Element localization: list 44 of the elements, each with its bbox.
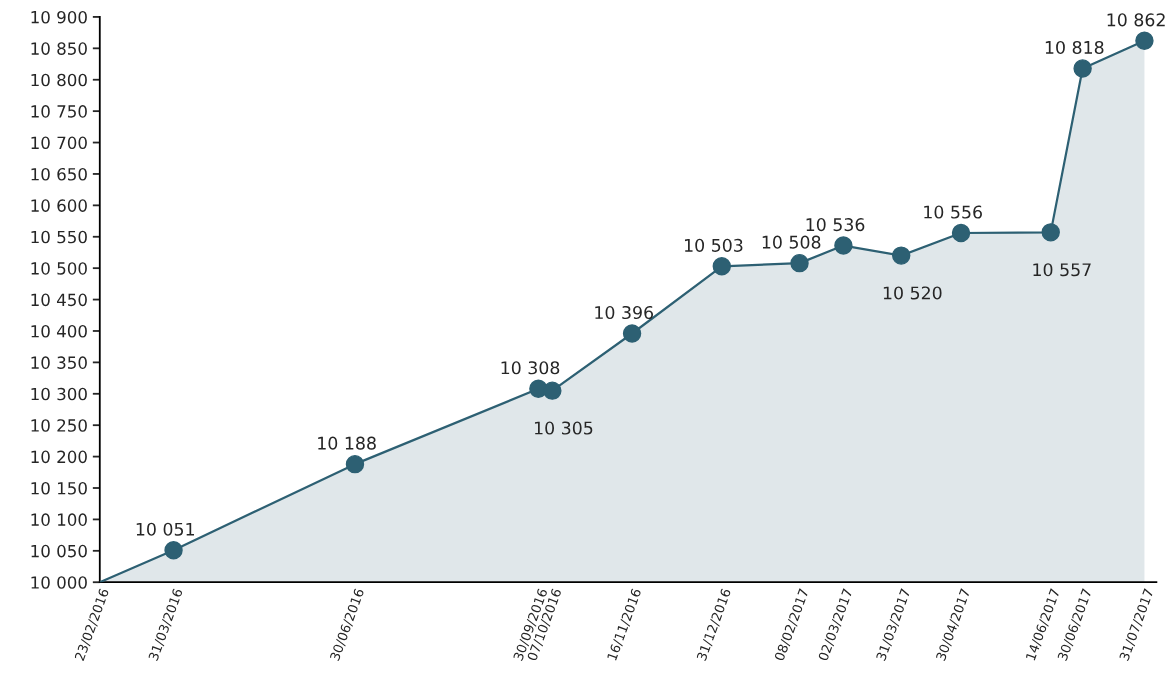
data-label: 10 396 bbox=[595, 305, 654, 320]
point bbox=[1041, 223, 1060, 242]
point bbox=[622, 324, 642, 343]
point bbox=[892, 246, 911, 265]
point bbox=[1135, 31, 1154, 50]
data-label: 10 308 bbox=[501, 361, 560, 375]
point bbox=[834, 236, 853, 255]
point bbox=[543, 381, 562, 400]
data-label: 10 503 bbox=[684, 238, 743, 252]
data-label: 10 556 bbox=[924, 205, 982, 219]
data-label: 10 508 bbox=[762, 235, 821, 249]
y-tick-label: 10 300 bbox=[31, 387, 87, 401]
y-tick-label: 10 750 bbox=[31, 105, 87, 118]
y-tick-label: 10 800 bbox=[31, 73, 87, 87]
y-tick-label: 10 200 bbox=[31, 450, 87, 464]
point bbox=[164, 540, 183, 560]
y-tick-label: 10 500 bbox=[31, 262, 87, 275]
data-label: 10 051 bbox=[136, 522, 194, 536]
y-tick-label: 10 700 bbox=[31, 136, 87, 150]
data-label: 10 818 bbox=[1045, 40, 1104, 55]
y-tick-label: 10 650 bbox=[31, 167, 87, 181]
point bbox=[790, 253, 809, 273]
y-tick-label: 10 450 bbox=[31, 293, 87, 307]
y-tick-label: 10 100 bbox=[31, 513, 87, 526]
point bbox=[1073, 59, 1092, 78]
y-tick-label: 10 150 bbox=[31, 481, 87, 495]
y-tick-label: 10 850 bbox=[31, 42, 87, 55]
y-tick-label: 10 050 bbox=[31, 544, 87, 558]
data-label: 10 188 bbox=[318, 436, 376, 450]
y-tick-label: 10 350 bbox=[31, 356, 87, 369]
data-label: 10 305 bbox=[534, 421, 593, 435]
y-tick-label: 10 600 bbox=[31, 199, 87, 212]
y-tick-label: 10 250 bbox=[31, 419, 87, 432]
data-label: 10 536 bbox=[806, 218, 865, 232]
y-tick-label: 10 900 bbox=[31, 10, 87, 24]
y-tick-label: 10 550 bbox=[31, 230, 87, 244]
point bbox=[951, 223, 971, 243]
data-label: 10 557 bbox=[1033, 263, 1091, 277]
y-tick-label: 10 000 bbox=[31, 576, 87, 589]
data-label: 10 862 bbox=[1107, 13, 1165, 27]
point bbox=[345, 454, 365, 474]
point bbox=[712, 257, 731, 276]
data-label: 10 520 bbox=[883, 286, 942, 300]
y-tick-label: 10 400 bbox=[31, 324, 87, 338]
